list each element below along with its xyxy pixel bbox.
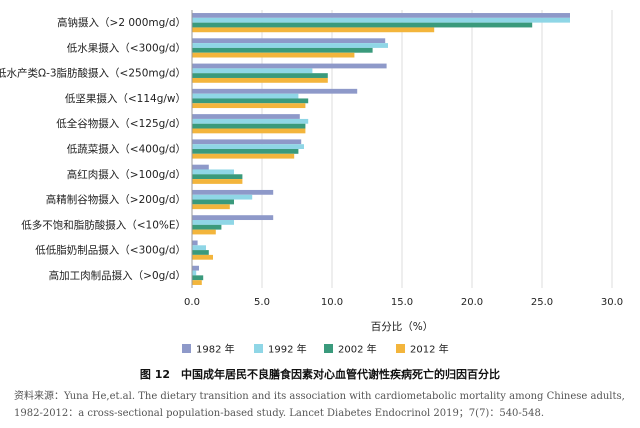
bar bbox=[192, 164, 209, 170]
bar bbox=[192, 52, 355, 58]
bar bbox=[192, 204, 230, 210]
x-tick-label: 30.0 bbox=[601, 297, 623, 308]
bar bbox=[192, 27, 435, 33]
bar bbox=[192, 265, 199, 271]
source-line-1: 资料来源：Yuna He,et.al. The dietary transiti… bbox=[14, 391, 625, 402]
category-labels: 高钠摄入（>2 000mg/d） 低水果摄入（<300g/d） 低水产类Ω-3脂肪酸… bbox=[0, 16, 186, 282]
bars bbox=[192, 13, 570, 285]
bar bbox=[192, 254, 213, 260]
figure-caption: 图 12 中国成年居民不良膳食因素对心血管代谢性疾病死亡的归因百分比 bbox=[139, 368, 501, 381]
x-tick-labels: 0.0 5.0 10.0 15.0 20.0 25.0 30.0 bbox=[184, 297, 623, 308]
x-tick-label: 15.0 bbox=[391, 297, 413, 308]
bar bbox=[192, 22, 533, 28]
bar bbox=[192, 73, 328, 78]
bar bbox=[192, 68, 313, 74]
bar bbox=[192, 47, 373, 53]
category-label: 低坚果摄入（<114g/w） bbox=[65, 92, 186, 105]
bar bbox=[192, 153, 295, 159]
bar bbox=[192, 103, 306, 109]
source-note: 资料来源：Yuna He,et.al. The dietary transiti… bbox=[14, 388, 628, 422]
bar bbox=[192, 245, 206, 251]
legend-swatch bbox=[396, 344, 405, 353]
bar bbox=[192, 220, 234, 225]
x-axis-title: 百分比（%） bbox=[371, 320, 433, 333]
category-label: 低水果摄入（<300g/d） bbox=[67, 41, 186, 54]
x-tick-label: 0.0 bbox=[184, 297, 200, 308]
bar bbox=[192, 275, 204, 281]
bar bbox=[192, 38, 386, 44]
bar bbox=[192, 194, 253, 200]
x-tick-label: 10.0 bbox=[321, 297, 343, 308]
category-label: 低蔬菜摄入（<400g/d） bbox=[67, 143, 186, 156]
legend-swatch bbox=[182, 344, 191, 353]
bar bbox=[192, 139, 302, 145]
bar bbox=[192, 149, 299, 154]
legend-label: 1992 年 bbox=[268, 343, 307, 356]
bar bbox=[192, 250, 209, 255]
x-tick-label: 20.0 bbox=[461, 297, 483, 308]
bar bbox=[192, 199, 234, 205]
bar bbox=[192, 93, 299, 99]
bar bbox=[192, 169, 234, 175]
bar bbox=[192, 88, 358, 94]
category-label: 低全谷物摄入（<125g/d） bbox=[56, 117, 186, 130]
bar bbox=[192, 189, 274, 195]
bar bbox=[192, 114, 300, 119]
bar bbox=[192, 179, 243, 184]
bar bbox=[192, 174, 243, 180]
bar bbox=[192, 144, 304, 149]
bar bbox=[192, 98, 309, 104]
bar bbox=[192, 13, 570, 18]
bar bbox=[192, 224, 222, 230]
bar bbox=[192, 280, 202, 285]
legend-swatch bbox=[324, 344, 333, 353]
bar bbox=[192, 43, 388, 48]
bar bbox=[192, 215, 274, 221]
category-label: 低水产类Ω-3脂肪酸摄入（<250mg/d） bbox=[0, 67, 186, 80]
category-label: 高红肉摄入（>100g/d） bbox=[67, 168, 186, 181]
bar bbox=[192, 63, 387, 69]
bar bbox=[192, 128, 306, 134]
category-label: 低低脂奶制品摄入（<300g/d） bbox=[35, 244, 186, 257]
legend: 1982 年 1992 年 2002 年 2012 年 bbox=[182, 343, 449, 356]
bar bbox=[192, 270, 197, 276]
bar bbox=[192, 118, 309, 124]
bar bbox=[192, 240, 198, 246]
x-tick-label: 5.0 bbox=[254, 297, 270, 308]
category-label: 高钠摄入（>2 000mg/d） bbox=[57, 16, 186, 29]
bar bbox=[192, 17, 570, 23]
category-label: 高加工肉制品摄入（>0g/d） bbox=[49, 269, 186, 282]
source-line-2: 1982-2012：a cross-sectional population-b… bbox=[14, 408, 545, 419]
legend-label: 1982 年 bbox=[196, 343, 235, 356]
legend-swatch bbox=[254, 344, 263, 353]
bar bbox=[192, 229, 216, 235]
x-tick-label: 25.0 bbox=[531, 297, 553, 308]
bar-chart: 高钠摄入（>2 000mg/d） 低水果摄入（<300g/d） 低水产类Ω-3脂肪酸… bbox=[0, 10, 623, 356]
bar bbox=[192, 77, 328, 83]
category-label: 低多不饱和脂肪酸摄入（<10%E） bbox=[21, 218, 186, 231]
bar bbox=[192, 123, 306, 129]
category-label: 高精制谷物摄入（>200g/d） bbox=[46, 193, 186, 206]
legend-label: 2012 年 bbox=[410, 343, 449, 356]
legend-label: 2002 年 bbox=[338, 343, 377, 356]
